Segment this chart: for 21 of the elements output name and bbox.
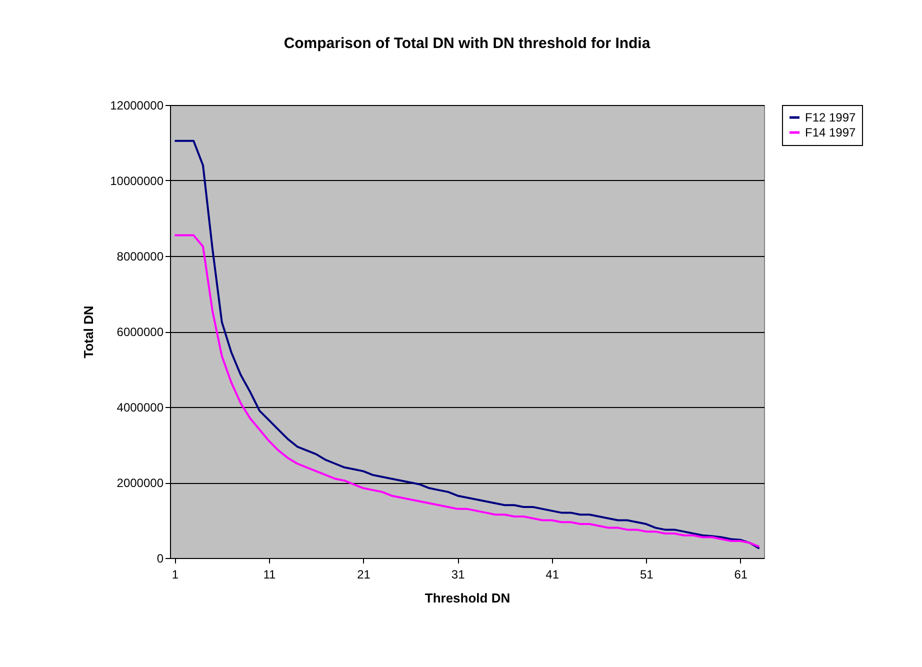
y-tick-label: 8000000 xyxy=(116,250,164,264)
x-tick-label: 41 xyxy=(546,568,560,582)
x-tick-label: 21 xyxy=(357,568,371,582)
x-tick-label: 31 xyxy=(451,568,466,582)
legend-label: F14 1997 xyxy=(805,126,856,140)
y-tick-label: 2000000 xyxy=(116,476,164,490)
legend-label: F12 1997 xyxy=(805,110,856,124)
x-tick-label: 11 xyxy=(263,568,276,582)
y-tick-label: 0 xyxy=(156,552,164,566)
line-series xyxy=(174,140,760,550)
x-axis-title: Threshold DN xyxy=(424,590,510,606)
y-tick-label: 12000000 xyxy=(110,98,164,112)
y-tick-label: 6000000 xyxy=(116,325,164,339)
x-tick-label: 61 xyxy=(734,568,748,582)
y-tick-label: 10000000 xyxy=(110,174,164,188)
x-tick-label: 1 xyxy=(172,568,179,582)
line-series xyxy=(174,234,760,548)
chart-title: Comparison of Total DN with DN threshold for India xyxy=(284,35,651,52)
y-axis-title: Total DN xyxy=(81,306,96,358)
y-tick-label: 4000000 xyxy=(116,400,164,414)
x-tick-label: 51 xyxy=(640,568,654,582)
